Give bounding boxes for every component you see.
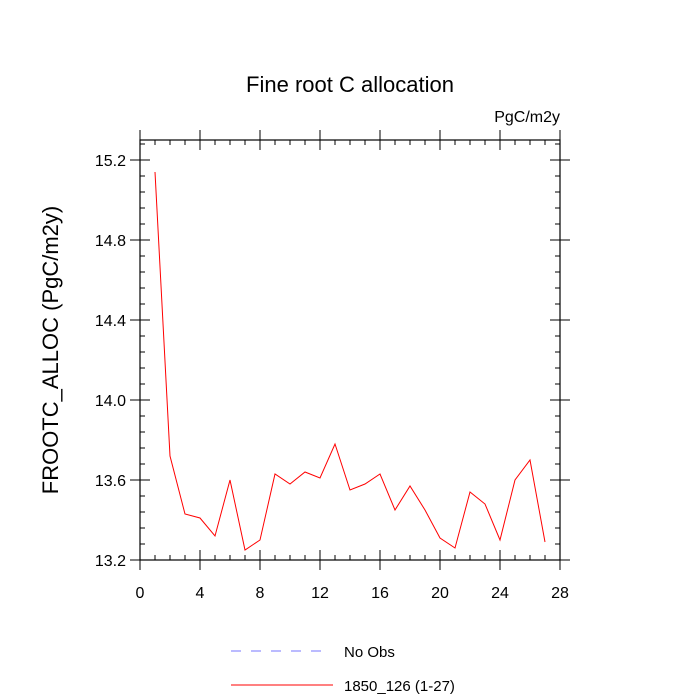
x-tick-label: 8 [256,585,265,602]
y-tick-label: 13.2 [95,553,126,570]
y-tick-label: 14.8 [95,233,126,250]
y-tick-label: 15.2 [95,153,126,170]
axis-ticks: 0 4 8 12 16 20 24 28 13.2 13.6 14.0 14.4 14.8 15.2 [95,130,570,602]
x-tick-label: 24 [491,585,509,602]
plot-frame [139,139,561,561]
y-tick-label: 13.6 [95,473,126,490]
y-tick-label: 14.4 [95,313,126,330]
legend-label: 1850_126 (1-27) [344,678,455,695]
x-tick-label: 12 [311,585,329,602]
series-line [154,171,546,551]
x-tick-label: 4 [196,585,205,602]
x-tick-label: 20 [431,585,449,602]
legend-label: No Obs [344,644,395,661]
series-layer [154,171,546,551]
chart-title: Fine root C allocation [246,72,454,97]
units-label: PgC/m2y [494,109,560,126]
x-tick-label: 0 [136,585,145,602]
x-tick-label: 28 [551,585,569,602]
y-tick-label: 14.0 [95,393,126,410]
x-tick-label: 16 [371,585,389,602]
legend: No Obs 1850_126 (1-27) [231,644,455,695]
y-axis-label: FROOTC_ALLOC (PgC/m2y) [38,206,63,495]
